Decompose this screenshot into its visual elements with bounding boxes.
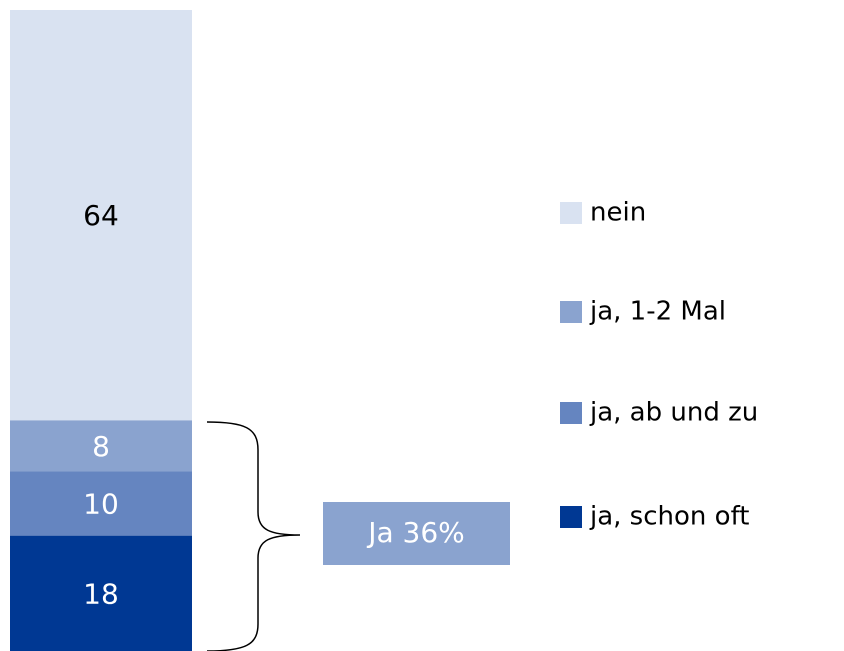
- legend-label: ja, 1-2 Mal: [589, 297, 726, 327]
- legend-swatch: [560, 402, 582, 424]
- legend-swatch: [560, 301, 582, 323]
- bar-segment: [10, 535, 192, 651]
- value-label: 64: [83, 199, 119, 232]
- legend-swatch: [560, 506, 582, 528]
- legend-label: ja, schon oft: [589, 502, 749, 532]
- bar-segment: [10, 10, 192, 421]
- legend-label: nein: [590, 198, 646, 228]
- value-label: 10: [83, 488, 119, 521]
- value-label: 18: [83, 577, 119, 610]
- value-label: 8: [92, 430, 110, 463]
- legend-label: ja, ab und zu: [589, 398, 758, 428]
- bar-segment: [10, 471, 192, 536]
- annotation-box: [323, 502, 510, 565]
- brace: [206, 421, 301, 651]
- annotation: Ja 36%: [366, 516, 465, 549]
- legend-swatch: [560, 202, 582, 224]
- bar-segment: [10, 420, 192, 472]
